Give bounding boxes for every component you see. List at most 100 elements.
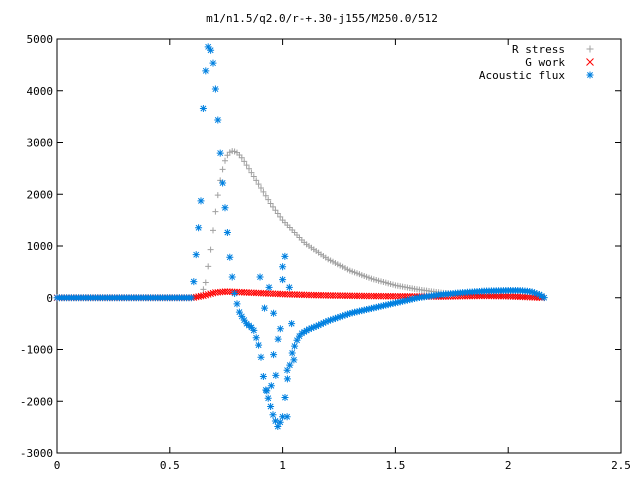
data-point <box>336 313 344 321</box>
data-point <box>202 67 210 75</box>
data-point <box>303 327 311 335</box>
data-point <box>370 304 378 312</box>
data-point <box>250 173 257 180</box>
legend-label: Acoustic flux <box>479 69 565 82</box>
y-tick-label: -2000 <box>20 395 53 408</box>
data-point <box>195 224 203 232</box>
data-point <box>403 296 411 304</box>
series-acoustic-flux <box>53 43 548 430</box>
data-point <box>288 320 296 328</box>
data-point <box>365 292 373 300</box>
data-point <box>343 310 351 318</box>
data-point <box>274 335 282 343</box>
data-point <box>375 303 383 311</box>
data-point <box>279 276 287 284</box>
y-tick-label: 4000 <box>27 85 54 98</box>
data-point <box>348 292 356 300</box>
data-point <box>367 304 375 312</box>
data-point <box>394 292 402 300</box>
data-point <box>389 299 397 307</box>
data-point <box>199 105 207 113</box>
data-point <box>538 292 546 300</box>
data-point <box>265 196 272 203</box>
data-point <box>394 298 402 306</box>
data-point <box>353 292 361 300</box>
data-point <box>281 394 289 402</box>
x-tick-label: 1 <box>279 459 286 472</box>
data-point <box>274 422 282 430</box>
x-tick-label: 1.5 <box>385 459 405 472</box>
data-point <box>274 210 281 217</box>
data-point <box>238 312 246 320</box>
data-point <box>264 394 272 402</box>
data-point <box>265 283 273 291</box>
axis-ticks: 0 0.5 1 1.5 2 2.5 -3000 -2000 -1000 0 1000 2000 3000… <box>20 33 631 472</box>
data-point <box>207 290 214 298</box>
data-point <box>283 366 291 374</box>
data-point <box>346 309 354 317</box>
data-point <box>368 292 375 300</box>
data-point <box>259 372 267 380</box>
data-point <box>267 382 275 390</box>
data-point <box>382 292 390 300</box>
legend-label: R stress <box>512 43 565 56</box>
data-point <box>207 46 215 54</box>
data-point <box>262 192 269 199</box>
data-point <box>192 251 200 259</box>
data-point <box>202 291 210 299</box>
data-point <box>290 356 298 364</box>
data-point <box>319 319 327 327</box>
data-point <box>200 286 207 293</box>
data-point <box>353 308 361 316</box>
y-tick-label: 5000 <box>27 33 54 46</box>
data-point <box>235 308 243 316</box>
data-point <box>322 318 330 326</box>
data-point <box>279 413 287 421</box>
data-point <box>360 292 368 300</box>
data-point <box>248 169 255 176</box>
data-point <box>392 292 399 300</box>
data-point <box>226 253 234 261</box>
data-point <box>222 157 228 164</box>
series-r-stress <box>54 148 548 301</box>
data-point <box>197 197 205 205</box>
data-point <box>380 292 387 300</box>
data-point <box>300 328 308 336</box>
data-point <box>270 309 278 317</box>
data-point <box>377 302 385 310</box>
legend-label: G work <box>525 56 565 69</box>
data-point <box>258 185 264 192</box>
data-point <box>298 329 306 337</box>
data-point <box>241 158 248 165</box>
data-point <box>228 273 236 281</box>
data-point <box>255 341 263 349</box>
data-point <box>233 300 241 308</box>
data-point <box>216 149 224 157</box>
data-point <box>348 309 356 317</box>
data-point <box>307 324 315 332</box>
series-layer <box>53 43 548 430</box>
data-point <box>315 321 323 329</box>
data-point <box>277 213 284 220</box>
data-point <box>270 203 276 210</box>
data-point <box>528 288 536 296</box>
data-point <box>365 305 373 313</box>
data-point <box>267 200 274 207</box>
plot-frame <box>56 38 622 454</box>
data-point <box>281 252 289 260</box>
y-tick-label: 0 <box>46 292 53 305</box>
data-point <box>291 342 299 350</box>
data-point <box>324 292 332 299</box>
data-point <box>212 208 219 215</box>
y-tick-label: 1000 <box>27 240 54 253</box>
data-point <box>238 154 245 161</box>
legend-marker <box>586 45 594 53</box>
data-point <box>535 291 543 299</box>
data-point <box>276 325 284 333</box>
y-tick-label: -1000 <box>20 344 53 357</box>
data-point <box>399 297 407 305</box>
data-point <box>334 292 342 299</box>
data-point <box>334 314 342 322</box>
x-tick-label: 2.5 <box>611 459 631 472</box>
